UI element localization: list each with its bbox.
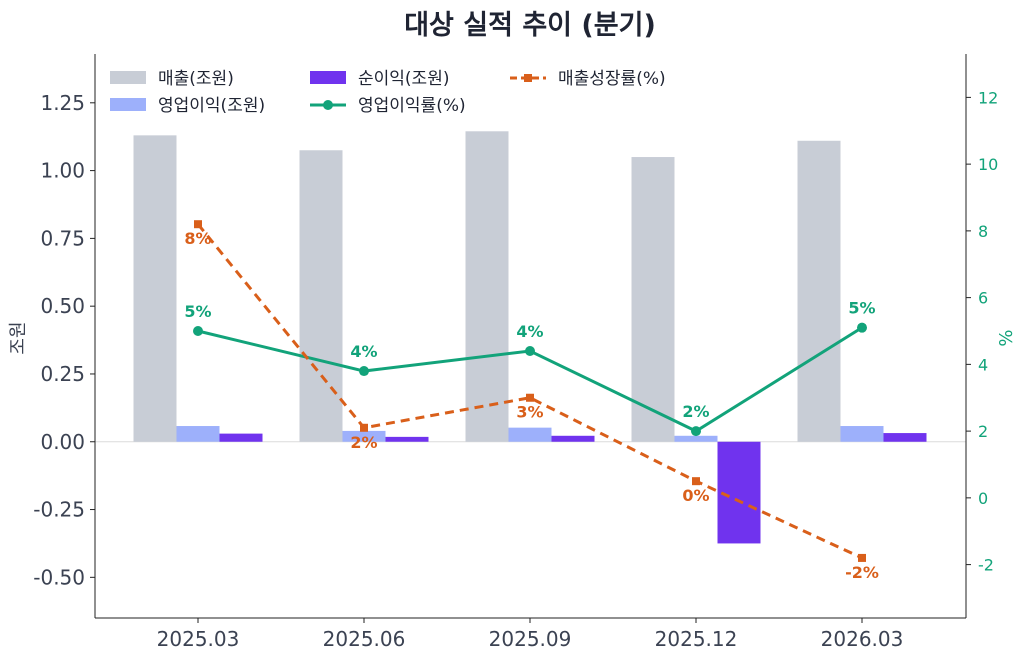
legend-marker-5 bbox=[524, 74, 532, 82]
marker-2-2 bbox=[526, 393, 534, 402]
bar-3-2025.09 bbox=[551, 435, 595, 442]
x-tick-label: 2025.09 bbox=[489, 627, 572, 651]
left-tick-label: 1.25 bbox=[40, 91, 85, 115]
bar-1-2025.06 bbox=[299, 150, 343, 442]
right-tick-label: 4 bbox=[978, 355, 988, 374]
left-tick-label: 0.50 bbox=[40, 294, 85, 318]
data-label-2-2: 3% bbox=[516, 403, 543, 422]
marker-2-1 bbox=[360, 423, 368, 432]
marker-2-3 bbox=[692, 477, 700, 486]
x-tick-label: 2026.03 bbox=[821, 627, 904, 651]
left-tick-label: 0.25 bbox=[40, 362, 85, 386]
legend-swatch-1 bbox=[110, 71, 146, 84]
data-label-2-0: 8% bbox=[184, 229, 211, 248]
marker-1-0 bbox=[193, 325, 203, 336]
marker-1-4 bbox=[857, 322, 867, 333]
right-tick-label: 8 bbox=[978, 222, 988, 241]
bar-3-2025.12 bbox=[717, 441, 761, 544]
legend-label-1: 매출(조원) bbox=[158, 69, 234, 89]
x-tick-label: 2025.03 bbox=[157, 627, 240, 651]
right-tick-label: 0 bbox=[978, 489, 988, 508]
x-tick-label: 2025.12 bbox=[655, 627, 738, 651]
marker-1-1 bbox=[359, 366, 369, 377]
legend-label-4: 영업이익률(%) bbox=[358, 96, 466, 116]
bar-2-2026.03 bbox=[840, 426, 884, 442]
x-tick-label: 2025.06 bbox=[323, 627, 406, 651]
right-tick-label: 12 bbox=[978, 88, 998, 107]
right-tick-label: 10 bbox=[978, 155, 998, 174]
legend-label-5: 매출성장률(%) bbox=[558, 69, 666, 89]
bar-3-2026.03 bbox=[883, 433, 927, 442]
bar-3-2025.06 bbox=[385, 436, 429, 442]
right-axis-ticks: -2 0 2 4 6 8 10 12 bbox=[966, 88, 998, 575]
marker-2-0 bbox=[194, 220, 202, 229]
y-axis-label-right: % bbox=[996, 329, 1017, 346]
legend-swatch-2 bbox=[110, 98, 146, 111]
marker-1-2 bbox=[525, 346, 535, 357]
data-label-1-0: 5% bbox=[184, 302, 211, 321]
right-tick-label: 2 bbox=[978, 422, 988, 441]
marker-1-3 bbox=[691, 426, 701, 437]
data-label-1-4: 5% bbox=[848, 299, 875, 318]
plot-area: 5% 4% 4% 2% 5% 8% 2% 3% 0% -2% bbox=[95, 131, 966, 582]
bar-2-2025.06 bbox=[342, 430, 386, 442]
data-label-1-3: 2% bbox=[682, 402, 709, 421]
data-label-1-2: 4% bbox=[516, 322, 543, 341]
legend-label-2: 영업이익(조원) bbox=[158, 96, 265, 116]
bar-1-2025.03 bbox=[133, 135, 177, 442]
data-label-2-3: 0% bbox=[682, 486, 709, 505]
left-tick-label: 0.75 bbox=[40, 226, 85, 250]
bar-2-2025.03 bbox=[176, 426, 220, 442]
right-tick-label: -2 bbox=[978, 556, 994, 575]
right-tick-label: 6 bbox=[978, 289, 988, 308]
data-label-1-1: 4% bbox=[350, 342, 377, 361]
bar-1-2025.12 bbox=[631, 157, 675, 442]
left-tick-label: 0.00 bbox=[40, 430, 85, 454]
bar-2-2025.12 bbox=[674, 435, 718, 442]
left-tick-label: -0.25 bbox=[33, 498, 85, 522]
legend-label-3: 순이익(조원) bbox=[358, 69, 449, 89]
marker-2-4 bbox=[858, 553, 866, 562]
bar-2-2025.09 bbox=[508, 427, 552, 442]
x-axis-ticks: 2025.03 2025.06 2025.09 2025.12 2026.03 bbox=[157, 618, 904, 651]
bar-1-2025.09 bbox=[465, 131, 509, 442]
left-axis-ticks: -0.50 -0.25 0.00 0.25 0.50 0.75 1.00 1.25 bbox=[33, 91, 95, 589]
legend-marker-4 bbox=[323, 100, 333, 110]
legend: 매출(조원) 영업이익(조원) 순이익(조원) 영업이익률(%) 매출성장률(%) bbox=[110, 69, 666, 116]
data-label-2-1: 2% bbox=[350, 433, 377, 452]
chart-title: 대상 실적 추이 (분기) bbox=[404, 10, 656, 41]
left-tick-label: -0.50 bbox=[33, 565, 85, 589]
y-axis-label-left: 조원 bbox=[8, 321, 29, 354]
line-series-2 bbox=[196, 223, 863, 560]
data-label-2-4: -2% bbox=[845, 563, 879, 582]
legend-swatch-3 bbox=[310, 71, 346, 84]
left-tick-label: 1.00 bbox=[40, 159, 85, 183]
bar-3-2025.03 bbox=[219, 433, 263, 442]
bar-1-2026.03 bbox=[797, 140, 841, 442]
